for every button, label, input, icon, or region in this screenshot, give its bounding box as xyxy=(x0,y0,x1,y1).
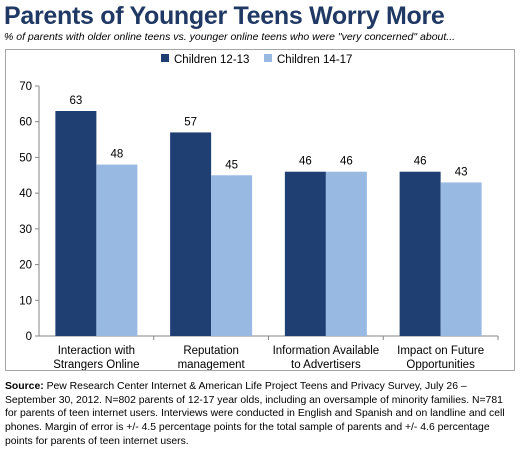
data-label: 57 xyxy=(184,116,197,128)
data-label: 63 xyxy=(69,95,82,107)
data-label: 46 xyxy=(299,156,312,168)
data-label: 45 xyxy=(225,159,238,171)
chart-frame: 0 10 20 30 40 50 60 70 63 48 Interaction with Stran… xyxy=(5,49,515,371)
category-label-line: Impact on Future xyxy=(397,345,484,357)
category-label-line: to Advertisers xyxy=(291,359,361,370)
y-tick-label: 20 xyxy=(19,260,32,272)
category-label-line: Reputation xyxy=(183,345,239,357)
y-tick-label: 40 xyxy=(19,188,32,200)
category-label-line: management xyxy=(178,359,246,370)
y-tick-label: 10 xyxy=(19,295,32,307)
legend-label: Children 12-13 xyxy=(174,54,249,66)
category-label-line: Information Available xyxy=(273,345,380,357)
data-label: 46 xyxy=(414,156,427,168)
category-label-line: Interaction with xyxy=(58,345,135,357)
y-tick-label: 30 xyxy=(19,224,32,236)
bar xyxy=(325,171,367,336)
chart-title: Parents of Younger Teens Worry More xyxy=(4,2,445,30)
y-tick-label: 0 xyxy=(26,331,32,343)
bar xyxy=(440,182,482,336)
category-label: Interaction with Strangers Online xyxy=(53,345,139,370)
category-label: Information Available to Advertisers xyxy=(273,345,380,370)
data-label: 43 xyxy=(455,166,468,178)
source-label: Source: xyxy=(5,381,44,392)
data-label: 46 xyxy=(340,156,353,168)
y-tick-label: 60 xyxy=(19,117,32,129)
category-label-line: Strangers Online xyxy=(53,359,139,370)
category-label-line: Opportunities xyxy=(406,359,475,370)
source-note: Source: Pew Research Center Internet & A… xyxy=(5,380,517,449)
bar xyxy=(284,171,326,336)
y-tick-label: 50 xyxy=(19,152,32,164)
bar xyxy=(96,164,138,336)
y-tick-label: 70 xyxy=(19,81,32,93)
data-label: 48 xyxy=(110,149,123,161)
bar-chart: 0 10 20 30 40 50 60 70 63 48 Interaction with Stran… xyxy=(19,54,499,370)
bar xyxy=(55,111,97,336)
source-text: Pew Research Center Internet & American … xyxy=(5,381,505,447)
legend-swatch xyxy=(264,54,272,62)
legend-label: Children 14-17 xyxy=(277,54,352,66)
category-label: Impact on Future Opportunities xyxy=(397,345,484,370)
category-label: Reputation management xyxy=(178,345,246,370)
bar xyxy=(211,175,253,336)
bar xyxy=(170,132,212,336)
bar xyxy=(399,171,441,336)
legend-swatch xyxy=(161,54,169,62)
chart-subtitle: % of parents with older online teens vs.… xyxy=(4,31,456,43)
